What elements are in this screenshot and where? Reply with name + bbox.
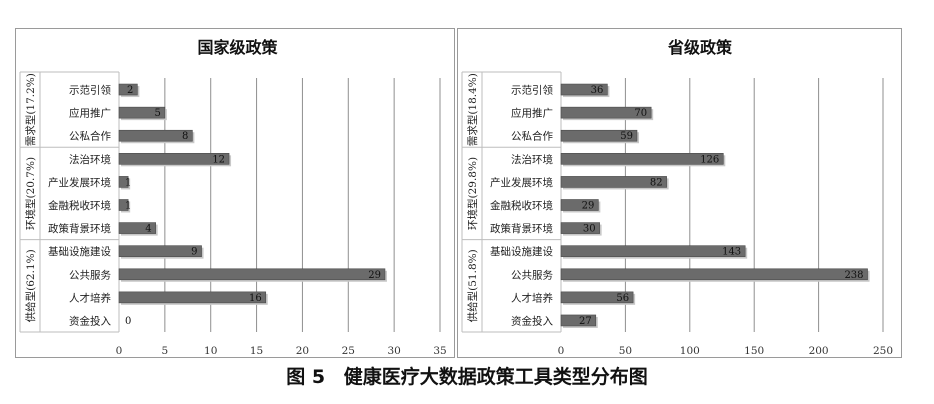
chart-1-category-label: 基础设施建设 <box>490 245 553 258</box>
chart-1-value-label: 27 <box>579 316 592 327</box>
chart-1-bar <box>560 199 599 211</box>
chart-0-category-label: 产业发展环境 <box>48 176 111 189</box>
chart-0-title: 国家级政策 <box>197 38 278 57</box>
chart-1-bar <box>560 106 652 119</box>
chart-1-category-label: 公共服务 <box>511 268 553 281</box>
chart-1-category-label: 应用推广 <box>511 107 553 120</box>
chart-0-x-tick-label: 0 <box>116 345 123 357</box>
chart-1-value-label: 30 <box>583 224 596 235</box>
chart-1-category-label: 人才培养 <box>511 291 553 304</box>
chart-0-category-label: 政策背景环境 <box>48 222 111 235</box>
chart-1-x-tick-label: 0 <box>558 345 565 357</box>
chart-0-bar <box>118 291 267 304</box>
chart-1-bar <box>560 222 600 234</box>
chart-0-value-label: 2 <box>127 85 133 96</box>
chart-0-x-tick-label: 5 <box>162 345 169 357</box>
chart-0-bar <box>118 153 230 165</box>
chart-0-value-label: 9 <box>191 247 197 258</box>
chart-1-value-label: 36 <box>591 85 604 96</box>
chart-0-value-label: 1 <box>125 177 131 188</box>
chart-1-category-label: 法治环境 <box>511 153 553 166</box>
chart-1-bar <box>560 268 868 281</box>
chart-1-value-label: 82 <box>650 177 663 188</box>
figure-title: 健康医疗大数据政策工具类型分布图 <box>343 366 648 388</box>
chart-0-bar <box>118 199 129 211</box>
chart-1-category-label: 资金投入 <box>511 314 553 327</box>
chart-1-bar <box>560 153 724 165</box>
chart-1-bar <box>560 291 634 304</box>
chart-1-group-label: 供给型(51.8%) <box>466 249 479 322</box>
chart-0-value-label: 4 <box>145 224 151 235</box>
chart-1-category-label: 产业发展环境 <box>490 176 553 189</box>
chart-0-group-label: 供给型(62.1%) <box>24 249 37 322</box>
chart-0-bar <box>118 245 202 257</box>
chart-1-bar <box>560 176 667 188</box>
national-policy-chart-panel: 国家级政策 0 5 10 15 20 25 30 35 需求型(17.2%) 环境型(20.7%) 供… <box>15 28 455 358</box>
chart-1-bar <box>560 245 746 257</box>
chart-1-category-label: 政策背景环境 <box>490 222 553 235</box>
chart-1-group-label: 环境型(29.8%) <box>466 157 479 230</box>
chart-0-bar <box>118 129 193 142</box>
figure-number: 图 5 <box>286 366 326 388</box>
chart-0-x-tick-label: 35 <box>433 345 446 357</box>
chart-0-value-label: 29 <box>368 270 381 281</box>
chart-1-x-tick-label: 200 <box>809 345 829 357</box>
chart-0-bar <box>118 106 166 119</box>
chart-1-x-tick-label: 100 <box>680 345 700 357</box>
provincial-policy-chart: 省级政策 0 50 100 150 200 250 需求型(18.4%) 环境型(29.8%) 供… <box>461 38 893 357</box>
figure-caption: 图 5 健康医疗大数据政策工具类型分布图 <box>0 362 934 389</box>
chart-1-bar <box>560 129 638 142</box>
chart-0-value-label: 12 <box>212 154 225 165</box>
chart-0-x-tick-label: 20 <box>296 345 309 357</box>
chart-1-category-label: 公私合作 <box>511 130 553 143</box>
chart-0-category-label: 公共服务 <box>69 268 111 281</box>
chart-0-x-tick-label: 25 <box>342 345 355 357</box>
chart-0-x-tick-label: 10 <box>204 345 217 357</box>
chart-0-category-label: 金融税收环境 <box>48 199 111 212</box>
provincial-policy-chart-panel: 省级政策 0 50 100 150 200 250 需求型(18.4%) 环境型(29.8%) 供… <box>457 28 902 358</box>
chart-1-bar <box>560 314 597 327</box>
chart-1-x-tick-label: 250 <box>873 345 893 357</box>
chart-1-title: 省级政策 <box>667 38 733 57</box>
chart-0-value-label: 16 <box>249 293 262 304</box>
chart-1-x-tick-label: 150 <box>744 345 764 357</box>
chart-0-value-label: 0 <box>125 316 131 327</box>
chart-1-category-label: 金融税收环境 <box>490 199 553 212</box>
chart-0-category-label: 示范引领 <box>69 84 111 97</box>
chart-0-value-label: 1 <box>125 201 131 212</box>
chart-0-bar <box>118 83 138 96</box>
chart-1-value-label: 70 <box>634 108 647 119</box>
chart-1-value-label: 126 <box>700 154 719 165</box>
chart-1-category-label: 示范引领 <box>511 84 553 97</box>
chart-0-category-label: 基础设施建设 <box>48 245 111 258</box>
chart-0-x-tick-label: 15 <box>250 345 263 357</box>
chart-0-group-label: 环境型(20.7%) <box>24 157 37 230</box>
chart-1-value-label: 56 <box>616 293 629 304</box>
chart-1-value-label: 59 <box>620 131 633 142</box>
chart-0-category-label: 资金投入 <box>69 314 111 327</box>
chart-0-x-tick-label: 30 <box>387 345 400 357</box>
chart-1-value-label: 29 <box>582 201 595 212</box>
chart-0-category-label: 应用推广 <box>69 107 111 120</box>
chart-1-value-label: 238 <box>844 270 863 281</box>
chart-0-bar <box>118 222 156 234</box>
chart-0-bar <box>118 268 386 281</box>
chart-0-bar <box>118 176 129 188</box>
chart-0-category-label: 人才培养 <box>69 291 111 304</box>
chart-0-category-label: 公私合作 <box>69 130 111 143</box>
chart-0-value-label: 5 <box>154 108 160 119</box>
chart-0-category-label: 法治环境 <box>69 153 111 166</box>
chart-1-bar <box>560 83 608 96</box>
chart-1-value-label: 143 <box>722 247 741 258</box>
chart-0-value-label: 8 <box>182 131 188 142</box>
chart-0-group-label: 需求型(17.2%) <box>24 73 37 146</box>
chart-1-x-tick-label: 50 <box>619 345 632 357</box>
chart-1-group-label: 需求型(18.4%) <box>466 73 479 146</box>
